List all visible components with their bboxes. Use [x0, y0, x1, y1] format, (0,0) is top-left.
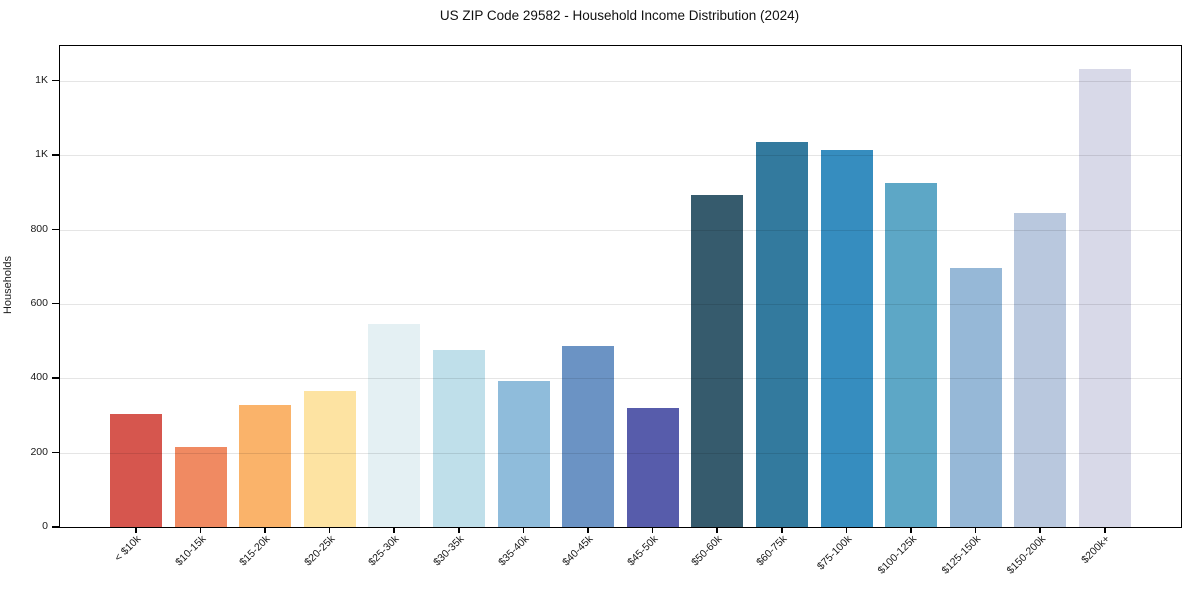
- bar: [949, 267, 1002, 527]
- bar: [239, 405, 292, 527]
- x-tick-label: < $10k: [112, 533, 144, 564]
- x-tick-label: $30-35k: [431, 533, 467, 569]
- x-tick-label: $35-40k: [495, 533, 532, 569]
- bar: [1014, 212, 1067, 527]
- bar: [174, 447, 227, 527]
- y-tick-mark: [52, 526, 59, 528]
- bar: [368, 324, 421, 527]
- x-tick-label: $20-25k: [301, 533, 338, 569]
- bar: [885, 182, 938, 527]
- y-tick-label: 1K: [35, 73, 48, 86]
- gridline: [60, 378, 1181, 380]
- bar: [1079, 69, 1131, 527]
- x-tick-label: $125-150k: [939, 533, 984, 577]
- y-tick-mark: [52, 377, 59, 379]
- gridline: [60, 303, 1181, 305]
- y-tick-label: 800: [30, 222, 48, 235]
- x-tick-label: $60-75k: [754, 533, 790, 569]
- x-tick-mark: [458, 527, 460, 533]
- x-tick-label: $15-20k: [237, 533, 273, 569]
- y-tick-label: 200: [30, 445, 48, 458]
- bar: [756, 141, 808, 527]
- y-tick-label: 0: [42, 520, 48, 532]
- y-tick-mark: [52, 79, 59, 82]
- y-axis-label: Households: [2, 255, 14, 315]
- x-tick-mark: [522, 527, 525, 533]
- bar: [433, 349, 485, 527]
- x-tick-mark: [135, 527, 137, 533]
- x-tick-mark: [974, 527, 977, 533]
- x-tick-label: $45-50k: [624, 533, 661, 569]
- gridline: [60, 80, 1181, 82]
- gridline: [60, 452, 1181, 454]
- x-tick-label: $40-45k: [560, 533, 596, 569]
- x-tick-mark: [1104, 527, 1106, 533]
- x-tick-mark: [845, 527, 848, 533]
- x-tick-mark: [328, 527, 331, 533]
- plot-area: [59, 45, 1182, 528]
- x-tick-label: $200k+: [1079, 533, 1113, 567]
- x-tick-mark: [393, 527, 395, 533]
- bar: [691, 195, 744, 527]
- x-tick-label: $25-30k: [366, 533, 402, 569]
- y-tick-label: 1K: [35, 148, 48, 161]
- x-tick-label: $75-100k: [814, 533, 855, 573]
- y-tick-label: 400: [30, 371, 48, 384]
- gridline: [60, 155, 1181, 157]
- x-tick-label: $150-200k: [1004, 533, 1048, 577]
- y-tick-mark: [52, 154, 59, 156]
- gridline: [60, 229, 1181, 231]
- bar: [562, 346, 615, 527]
- x-tick-mark: [264, 527, 266, 533]
- bar: [820, 150, 873, 527]
- bar: [110, 413, 162, 527]
- bar: [626, 408, 679, 527]
- x-tick-label: $50-60k: [689, 533, 725, 569]
- y-tick-mark: [52, 228, 59, 231]
- bar: [497, 381, 550, 527]
- x-tick-label: $100-125k: [875, 533, 919, 577]
- x-tick-mark: [1039, 527, 1041, 533]
- x-tick-label: $10-15k: [172, 533, 209, 569]
- x-tick-mark: [587, 527, 589, 533]
- y-tick-mark: [52, 451, 59, 454]
- y-tick-label: 600: [30, 296, 48, 309]
- x-tick-mark: [199, 527, 202, 533]
- bar: [303, 391, 356, 527]
- x-tick-mark: [910, 527, 912, 533]
- x-tick-mark: [781, 527, 783, 533]
- y-tick-mark: [52, 302, 59, 305]
- chart-title: US ZIP Code 29582 - Household Income Dis…: [439, 8, 800, 23]
- x-tick-mark: [651, 527, 654, 533]
- x-tick-mark: [716, 527, 718, 533]
